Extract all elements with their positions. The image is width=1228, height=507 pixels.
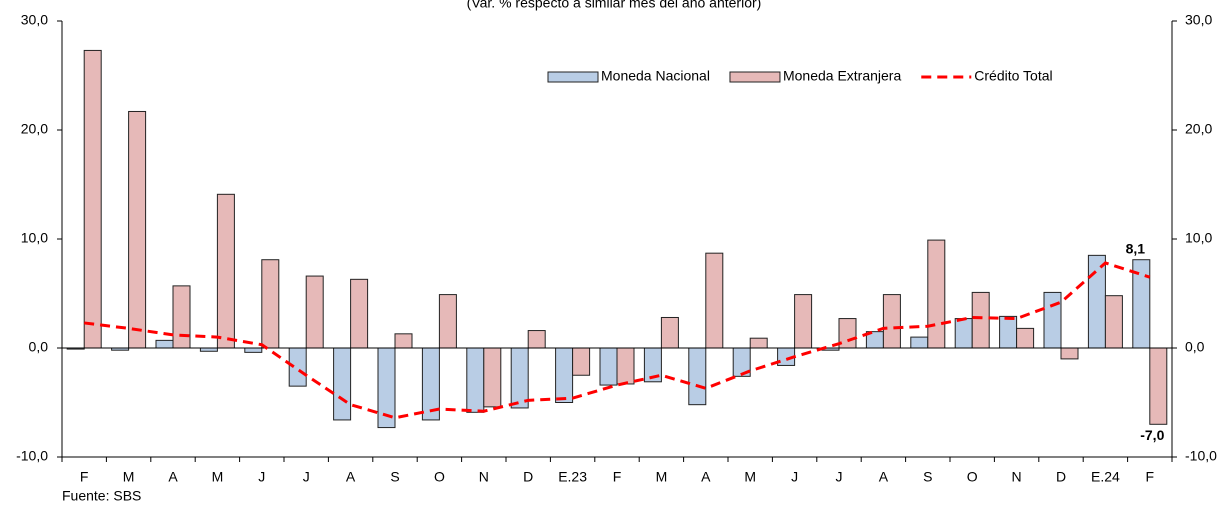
x-tick-label: D	[1056, 469, 1066, 485]
bar	[660, 316, 679, 349]
data-label: 8,1	[1126, 240, 1146, 256]
bar	[999, 315, 1018, 349]
x-tick-label: D	[523, 469, 533, 485]
x-tick-label: E.24	[1091, 469, 1120, 485]
bar	[1149, 347, 1168, 425]
y2-tick-label: -10,0	[1185, 448, 1217, 464]
bar	[155, 339, 174, 349]
bar	[927, 239, 946, 349]
bar	[954, 318, 973, 349]
y2-tick-label: 20,0	[1185, 121, 1212, 137]
bar	[172, 285, 191, 349]
bar	[794, 294, 813, 349]
bar	[1060, 347, 1079, 360]
x-tick-label: F	[80, 469, 89, 485]
bar	[1087, 254, 1106, 349]
bar	[599, 347, 618, 386]
line	[84, 261, 1151, 420]
bar	[394, 333, 413, 349]
bar	[261, 259, 280, 349]
bar	[510, 347, 529, 409]
bar	[572, 347, 591, 376]
x-tick-label: E.23	[558, 469, 587, 485]
x-tick-label: M	[212, 469, 224, 485]
y-tick-label: 10,0	[21, 230, 48, 246]
x-tick-label: A	[168, 469, 178, 485]
bar	[527, 330, 546, 349]
y-tick-label: 30,0	[21, 12, 48, 28]
bar	[305, 275, 324, 349]
x-tick-label: J	[303, 469, 310, 485]
x-tick-label: A	[879, 469, 889, 485]
x-tick-label: N	[479, 469, 489, 485]
source-note: Fuente: SBS	[62, 488, 141, 504]
x-tick-label: O	[967, 469, 978, 485]
x-tick-label: J	[258, 469, 265, 485]
legend-label: Moneda Nacional	[601, 68, 710, 84]
y-tick-label: 20,0	[21, 121, 48, 137]
bar	[749, 337, 768, 349]
bar	[350, 278, 369, 349]
bar	[466, 347, 485, 413]
bar	[688, 347, 707, 406]
x-tick-label: M	[123, 469, 135, 485]
x-tick-label: F	[613, 469, 622, 485]
bar	[971, 291, 990, 349]
bar	[1016, 327, 1035, 349]
bar	[705, 252, 724, 349]
bar	[555, 347, 574, 403]
chart-title: (Var. % respecto a similar mes del año a…	[467, 0, 762, 11]
legend-label: Moneda Extranjera	[783, 68, 902, 84]
bar	[438, 294, 457, 349]
x-tick-label: S	[390, 469, 399, 485]
x-tick-label: F	[1146, 469, 1155, 485]
y2-tick-label: 30,0	[1185, 12, 1212, 28]
legend-label: Crédito Total	[974, 68, 1052, 84]
bar	[910, 336, 929, 349]
x-tick-label: J	[836, 469, 843, 485]
y2-tick-label: 0,0	[1185, 339, 1205, 355]
x-tick-label: J	[791, 469, 798, 485]
bar	[483, 347, 502, 408]
y-tick-label: 0,0	[29, 339, 49, 355]
bar	[216, 193, 235, 349]
x-tick-label: A	[701, 469, 711, 485]
data-label: -7,0	[1140, 427, 1164, 443]
legend-swatch	[729, 71, 781, 83]
x-tick-label: M	[656, 469, 668, 485]
x-tick-label: S	[923, 469, 932, 485]
x-tick-label: O	[434, 469, 445, 485]
x-tick-label: N	[1012, 469, 1022, 485]
y2-tick-label: 10,0	[1185, 230, 1212, 246]
bar	[1043, 291, 1062, 349]
x-tick-label: A	[346, 469, 356, 485]
legend-swatch	[547, 71, 599, 83]
y-tick-label: -10,0	[16, 448, 48, 464]
bar	[616, 347, 635, 385]
bar	[128, 110, 147, 349]
bar	[882, 294, 901, 349]
bar	[1104, 295, 1123, 349]
bar	[83, 49, 102, 349]
bar	[333, 347, 352, 421]
x-tick-label: M	[744, 469, 756, 485]
bar	[244, 347, 263, 353]
